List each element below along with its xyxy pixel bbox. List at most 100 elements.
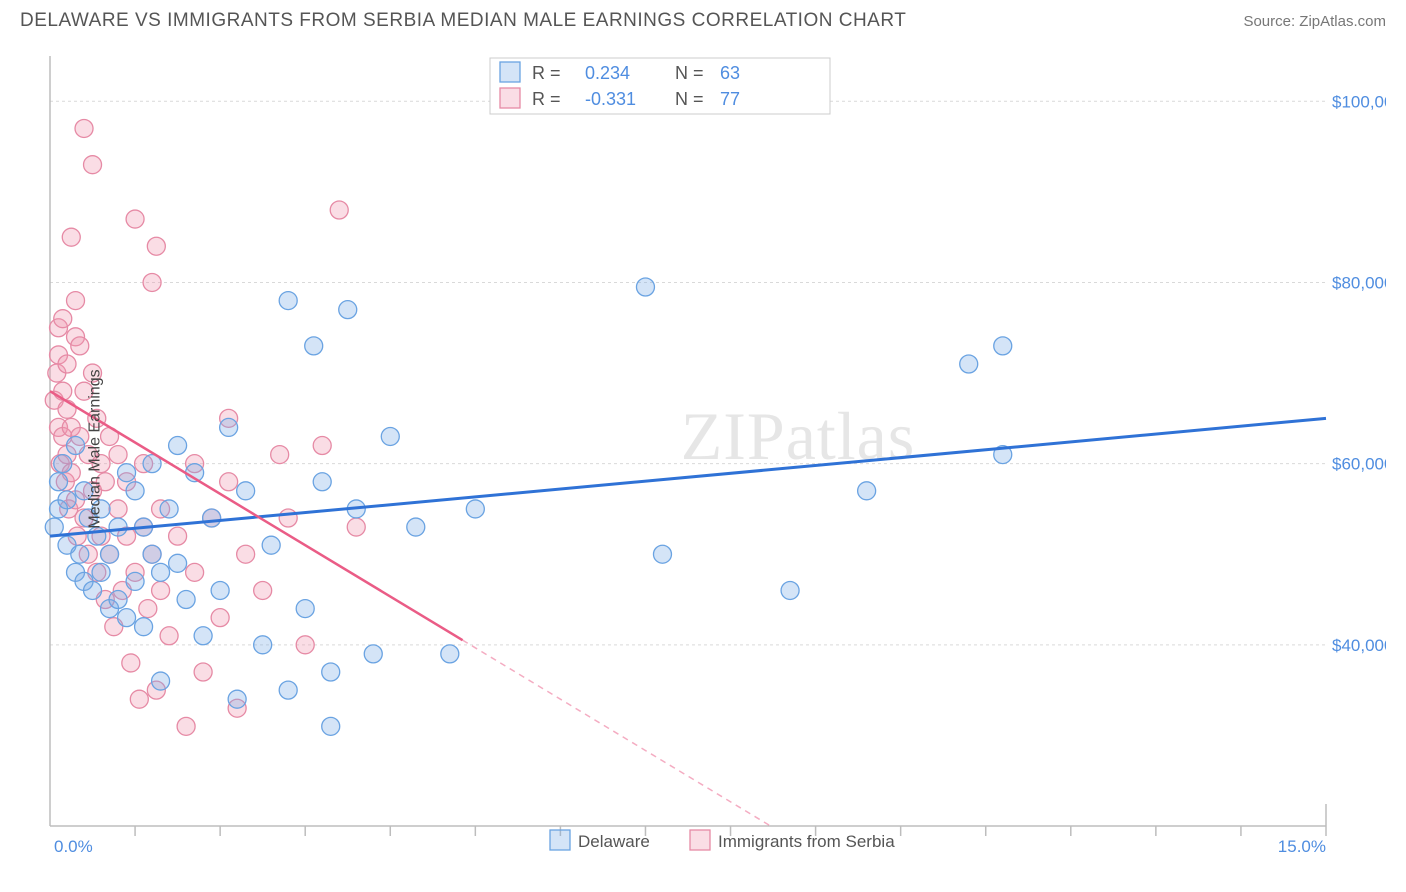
legend-swatch [690,830,710,850]
data-point [118,464,136,482]
data-point [135,618,153,636]
data-point [177,591,195,609]
legend-series-label: Delaware [578,832,650,851]
legend-r-value: -0.331 [585,89,636,109]
data-point [92,563,110,581]
data-point [71,545,89,563]
data-point [118,609,136,627]
x-max-label: 15.0% [1278,837,1326,854]
data-point [960,355,978,373]
data-point [109,591,127,609]
data-point [122,654,140,672]
data-point [636,278,654,296]
data-point [237,545,255,563]
data-point [407,518,425,536]
data-point [364,645,382,663]
data-point [296,636,314,654]
data-point [466,500,484,518]
data-point [169,437,187,455]
legend-n-value: 77 [720,89,740,109]
data-point [237,482,255,500]
y-tick-label: $100,000 [1332,92,1386,111]
data-point [169,527,187,545]
legend-n-label: N = [675,63,704,83]
data-point [126,210,144,228]
data-point [147,237,165,255]
data-point [296,600,314,618]
data-point [858,482,876,500]
data-point [339,301,357,319]
data-point [169,554,187,572]
data-point [58,491,76,509]
legend-swatch [500,62,520,82]
data-point [84,156,102,174]
chart-title: DELAWARE VS IMMIGRANTS FROM SERBIA MEDIA… [20,10,906,32]
data-point [194,627,212,645]
legend-swatch [550,830,570,850]
header: DELAWARE VS IMMIGRANTS FROM SERBIA MEDIA… [0,0,1406,38]
chart-container: Median Male Earnings ZIPatlas$40,000$60,… [20,44,1386,854]
data-point [203,509,221,527]
legend-swatch [500,88,520,108]
data-point [126,572,144,590]
data-point [152,563,170,581]
trend-line-extrapolated [463,640,771,826]
source-label: Source: ZipAtlas.com [1243,13,1386,30]
y-tick-label: $40,000 [1332,636,1386,655]
data-point [109,500,127,518]
data-point [994,337,1012,355]
data-point [177,717,195,735]
data-point [109,446,127,464]
data-point [279,292,297,310]
data-point [101,545,119,563]
data-point [262,536,280,554]
y-axis-label: Median Male Earnings [87,369,105,528]
data-point [139,600,157,618]
data-point [781,581,799,599]
data-point [305,337,323,355]
data-point [186,563,204,581]
data-point [84,581,102,599]
legend-r-label: R = [532,89,561,109]
data-point [322,717,340,735]
data-point [220,418,238,436]
data-point [58,400,76,418]
data-point [54,310,72,328]
data-point [220,473,238,491]
data-point [254,581,272,599]
legend-n-value: 63 [720,63,740,83]
data-point [211,609,229,627]
data-point [313,473,331,491]
watermark: ZIPatlas [681,398,916,474]
data-point [194,663,212,681]
legend-r-value: 0.234 [585,63,630,83]
data-point [54,455,72,473]
data-point [67,437,85,455]
data-point [228,690,246,708]
data-point [45,518,63,536]
y-tick-label: $80,000 [1332,273,1386,292]
correlation-scatter-chart: ZIPatlas$40,000$60,000$80,000$100,0000.0… [20,44,1386,854]
y-tick-label: $60,000 [1332,455,1386,474]
data-point [381,427,399,445]
data-point [160,627,178,645]
data-point [254,636,272,654]
data-point [441,645,459,663]
data-point [130,690,148,708]
data-point [58,355,76,373]
data-point [67,292,85,310]
data-point [126,482,144,500]
data-point [271,446,289,464]
data-point [75,119,93,137]
data-point [152,581,170,599]
data-point [143,545,161,563]
legend-series-label: Immigrants from Serbia [718,832,895,851]
data-point [322,663,340,681]
data-point [109,518,127,536]
legend-r-label: R = [532,63,561,83]
data-point [211,581,229,599]
data-point [653,545,671,563]
data-point [347,518,365,536]
data-point [160,500,178,518]
data-point [62,228,80,246]
